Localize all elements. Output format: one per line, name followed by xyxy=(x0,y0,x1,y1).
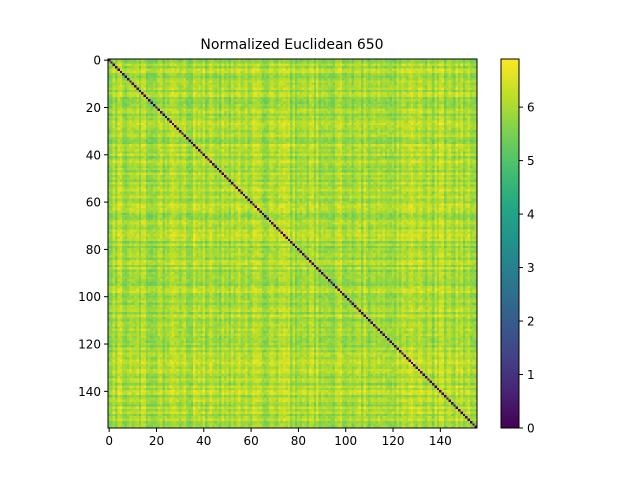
y-tick-label: 40 xyxy=(86,148,101,162)
colorbar-tick-label: 3 xyxy=(527,261,535,275)
colorbar-tick-label: 2 xyxy=(527,315,535,329)
y-axis: 0 20 40 60 80 100 120 140 xyxy=(78,54,108,399)
heatmap-matrix xyxy=(108,59,477,428)
x-tick-label: 100 xyxy=(334,434,357,448)
colorbar-tick-label: 5 xyxy=(527,154,535,168)
y-tick-label: 60 xyxy=(86,196,101,210)
heatmap-cells xyxy=(108,59,477,428)
y-tick-label: 80 xyxy=(86,243,101,257)
colorbar-axis: 0 1 2 3 4 5 6 xyxy=(519,101,535,436)
colorbar-tick-label: 0 xyxy=(527,422,535,436)
x-axis: 0 20 40 60 80 100 120 140 xyxy=(105,428,452,448)
chart-title: Normalized Euclidean 650 xyxy=(200,37,383,53)
x-tick-label: 80 xyxy=(291,434,306,448)
colorbar-tick-label: 6 xyxy=(527,101,535,115)
y-tick-label: 120 xyxy=(78,338,101,352)
y-tick-label: 140 xyxy=(78,385,101,399)
y-tick-label: 0 xyxy=(93,54,101,68)
y-tick-label: 100 xyxy=(78,290,101,304)
x-tick-label: 140 xyxy=(429,434,452,448)
y-tick-label: 20 xyxy=(86,101,101,115)
plot-frame xyxy=(107,58,478,429)
colorbar xyxy=(500,58,520,429)
colorbar-tick-label: 1 xyxy=(527,368,535,382)
x-tick-label: 0 xyxy=(105,434,113,448)
x-tick-label: 60 xyxy=(243,434,258,448)
x-tick-label: 120 xyxy=(382,434,405,448)
x-tick-label: 20 xyxy=(149,434,164,448)
colorbar-tick-label: 4 xyxy=(527,208,535,222)
x-tick-label: 40 xyxy=(196,434,211,448)
